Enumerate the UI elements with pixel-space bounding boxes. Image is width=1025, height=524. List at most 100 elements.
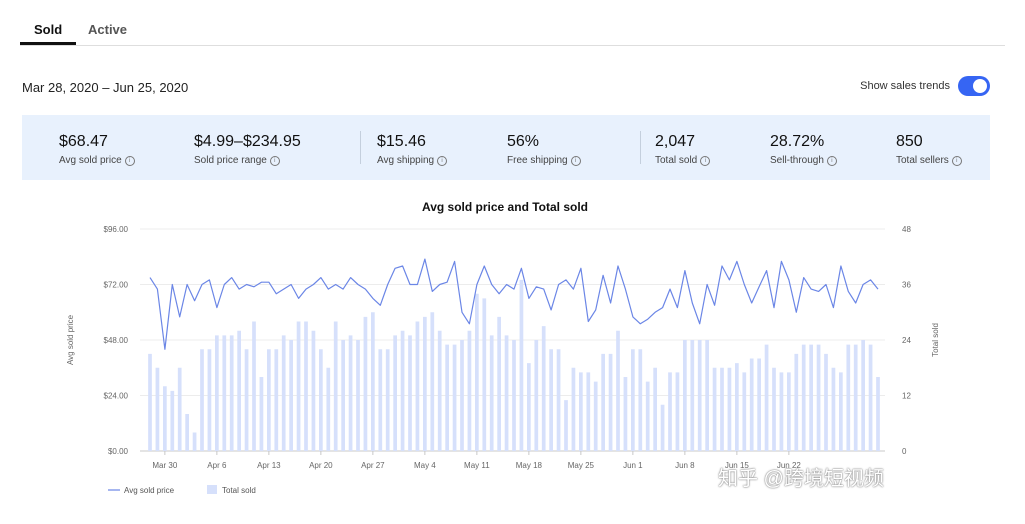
total-sold-bar xyxy=(564,400,568,451)
info-icon[interactable]: i xyxy=(437,156,447,166)
total-sold-bar xyxy=(156,368,160,451)
total-sold-bar xyxy=(609,354,613,451)
stat-value: 2,047 xyxy=(655,133,710,151)
total-sold-bar xyxy=(208,349,212,451)
x-tick-label: Apr 20 xyxy=(309,461,333,470)
stat-label: Avg sold price xyxy=(59,155,122,166)
total-sold-bar xyxy=(676,372,680,451)
x-tick-label: Apr 13 xyxy=(257,461,281,470)
total-sold-bar xyxy=(854,345,858,451)
total-sold-bar xyxy=(586,372,590,451)
x-tick-label: Apr 27 xyxy=(361,461,385,470)
total-sold-bar xyxy=(222,335,226,451)
stat-label: Free shipping xyxy=(507,155,568,166)
sales-trends-control: Show sales trends xyxy=(860,76,990,96)
info-icon[interactable]: i xyxy=(952,156,962,166)
stat-label: Total sold xyxy=(655,155,697,166)
total-sold-bar xyxy=(505,335,509,451)
y-tick-label-left: $96.00 xyxy=(104,225,129,234)
total-sold-bar xyxy=(267,349,271,451)
total-sold-bar xyxy=(861,340,865,451)
total-sold-bar xyxy=(274,349,278,451)
total-sold-bar xyxy=(170,391,174,451)
stat-sold-price-range: $4.99–$234.95 Sold price range i xyxy=(194,133,301,166)
total-sold-bar xyxy=(802,345,806,451)
x-tick-label: May 25 xyxy=(568,461,595,470)
info-icon[interactable]: i xyxy=(125,156,135,166)
sales-trends-label: Show sales trends xyxy=(860,80,950,92)
total-sold-bar xyxy=(846,345,850,451)
info-icon[interactable]: i xyxy=(270,156,280,166)
stat-avg-shipping: $15.46 Avg shipping i xyxy=(377,133,447,166)
avg-sold-price-line xyxy=(150,259,878,349)
total-sold-bar xyxy=(638,349,642,451)
total-sold-bar xyxy=(304,322,308,452)
info-icon[interactable]: i xyxy=(700,156,710,166)
total-sold-bar xyxy=(690,340,694,451)
total-sold-bar xyxy=(594,382,598,451)
total-sold-bar xyxy=(148,354,152,451)
total-sold-bar xyxy=(579,372,583,451)
tab-active[interactable]: Active xyxy=(88,22,127,37)
total-sold-bar xyxy=(765,345,769,451)
total-sold-bar xyxy=(252,322,256,452)
total-sold-bar xyxy=(423,317,427,451)
total-sold-bar xyxy=(512,340,516,451)
stat-label: Avg shipping xyxy=(377,155,434,166)
total-sold-bar xyxy=(326,368,330,451)
total-sold-bar xyxy=(312,331,316,451)
tab-sold[interactable]: Sold xyxy=(34,22,62,37)
stat-free-shipping: 56% Free shipping i xyxy=(507,133,581,166)
total-sold-bar xyxy=(817,345,821,451)
total-sold-bar xyxy=(705,340,709,451)
active-tab-indicator xyxy=(20,42,76,45)
total-sold-bar xyxy=(839,372,843,451)
y-tick-label-left: $72.00 xyxy=(104,281,129,290)
total-sold-bar xyxy=(341,340,345,451)
stat-value: $4.99–$234.95 xyxy=(194,133,301,151)
total-sold-bar xyxy=(297,322,301,452)
stat-value: $15.46 xyxy=(377,133,447,151)
total-sold-bar xyxy=(876,377,880,451)
sales-trends-toggle[interactable] xyxy=(958,76,990,96)
total-sold-bar xyxy=(386,349,390,451)
info-icon[interactable]: i xyxy=(571,156,581,166)
x-tick-label: Apr 6 xyxy=(207,461,227,470)
total-sold-bar xyxy=(698,340,702,451)
total-sold-bar xyxy=(683,340,687,451)
total-sold-bar xyxy=(349,335,353,451)
total-sold-bar xyxy=(289,340,293,451)
total-sold-bar xyxy=(416,322,420,452)
total-sold-bar xyxy=(757,359,761,452)
tab-bar: Sold Active xyxy=(20,16,1005,46)
total-sold-bar xyxy=(178,368,182,451)
total-sold-bar xyxy=(163,386,167,451)
y-tick-label-right: 0 xyxy=(902,447,907,456)
total-sold-bar xyxy=(601,354,605,451)
total-sold-bar xyxy=(200,349,204,451)
toggle-knob xyxy=(973,79,987,93)
stats-summary: $68.47 Avg sold price i $4.99–$234.95 Sol… xyxy=(22,115,990,180)
stat-label: Sold price range xyxy=(194,155,267,166)
stat-value: 850 xyxy=(896,133,962,151)
total-sold-bar xyxy=(780,372,784,451)
total-sold-bar xyxy=(215,335,219,451)
x-tick-label: Jun 8 xyxy=(675,461,695,470)
total-sold-bar xyxy=(787,372,791,451)
total-sold-bar xyxy=(378,349,382,451)
stat-avg-sold-price: $68.47 Avg sold price i xyxy=(59,133,135,166)
total-sold-bar xyxy=(490,335,494,451)
total-sold-bar xyxy=(534,340,538,451)
total-sold-bar xyxy=(393,335,397,451)
y-axis-title-right: Total sold xyxy=(931,323,940,357)
total-sold-bar xyxy=(475,294,479,451)
total-sold-bar xyxy=(809,345,813,451)
total-sold-bar xyxy=(520,280,524,451)
info-icon[interactable]: i xyxy=(827,156,837,166)
total-sold-bar xyxy=(408,335,412,451)
legend-bar-swatch xyxy=(207,485,217,494)
total-sold-bar xyxy=(742,372,746,451)
total-sold-bar xyxy=(453,345,457,451)
total-sold-bar xyxy=(750,359,754,452)
total-sold-bar xyxy=(230,335,234,451)
